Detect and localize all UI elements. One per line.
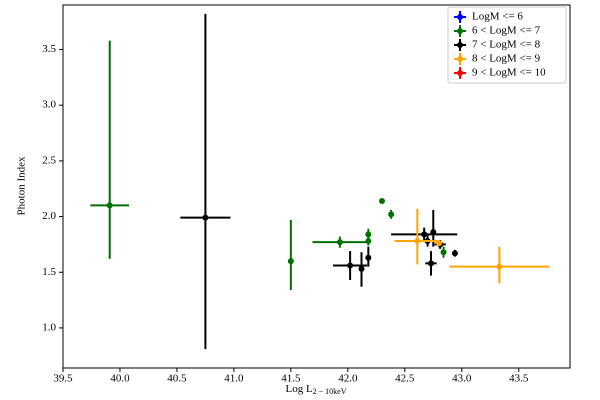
point <box>435 240 442 247</box>
legend-swatch <box>457 56 463 62</box>
point <box>379 197 386 204</box>
legend-swatch <box>457 42 463 48</box>
point <box>106 202 113 209</box>
point <box>347 262 354 269</box>
y-tick-label: 2.0 <box>42 210 56 222</box>
plot-frame <box>62 4 571 369</box>
point <box>287 258 294 265</box>
y-axis-label: Photon Index <box>16 156 28 215</box>
point <box>365 231 372 238</box>
point <box>428 260 435 267</box>
x-tick-label: 39.5 <box>53 373 73 385</box>
legend-label: 6 < LogM <= 7 <box>472 25 541 37</box>
point <box>440 249 447 256</box>
y-tick-label: 1.0 <box>42 321 56 333</box>
point <box>336 239 343 246</box>
point <box>496 263 503 270</box>
x-tick-label: 43.5 <box>509 373 529 385</box>
x-tick-label: 41.5 <box>281 373 301 385</box>
x-tick-label: 42.0 <box>338 373 358 385</box>
x-tick-label: 40.5 <box>167 373 187 385</box>
legend-label: LogM <= 6 <box>472 11 523 23</box>
y-tick-label: 2.5 <box>42 154 56 166</box>
point <box>365 254 372 261</box>
legend-label: 8 < LogM <= 9 <box>472 53 541 65</box>
point <box>451 250 458 257</box>
legend-swatch <box>457 28 463 34</box>
x-axis-label-main: Log L <box>285 383 312 395</box>
y-tick-label: 3.0 <box>42 99 56 111</box>
point <box>388 211 395 218</box>
y-tick-label: 3.5 <box>42 43 56 55</box>
legend-label: 9 < LogM <= 10 <box>472 67 546 79</box>
legend-swatch <box>457 70 463 76</box>
point <box>202 214 209 221</box>
point <box>365 238 372 245</box>
point <box>421 231 428 238</box>
y-tick-label: 1.5 <box>42 266 56 278</box>
x-tick-label: 42.5 <box>395 373 415 385</box>
point <box>414 238 421 245</box>
point <box>430 229 437 236</box>
legend-label: 7 < LogM <= 8 <box>472 39 541 51</box>
x-tick-label: 40.0 <box>110 373 130 385</box>
x-tick-label: 43.0 <box>452 373 472 385</box>
point <box>358 265 365 272</box>
x-axis-label-sub: 2 − 10keV <box>313 387 347 396</box>
legend-box <box>447 6 567 84</box>
legend-swatch <box>457 14 463 20</box>
x-tick-label: 41.0 <box>224 373 244 385</box>
x-axis-label: Log L2 − 10keV <box>285 383 346 396</box>
